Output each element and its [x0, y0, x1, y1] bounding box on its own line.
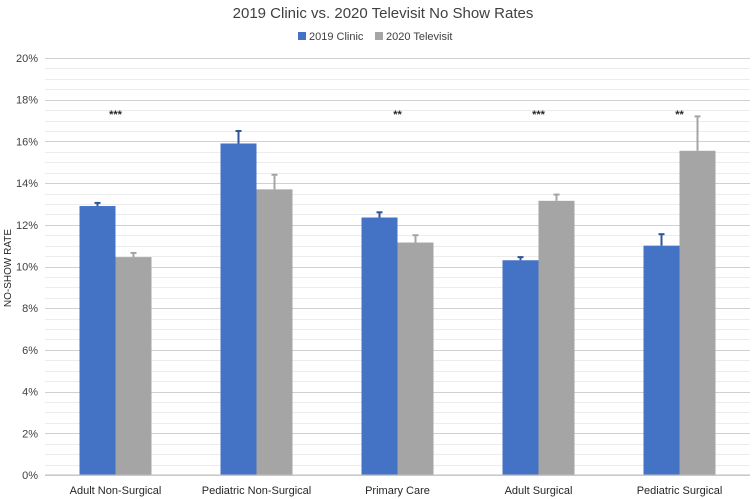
- y-tick-label: 16%: [16, 136, 38, 148]
- bar-2019-clinic: [643, 245, 680, 475]
- y-tick-label: 18%: [16, 95, 38, 107]
- y-tick-label: 0%: [22, 470, 38, 482]
- category-label: Primary Care: [365, 485, 430, 497]
- significance-mark: **: [393, 109, 402, 121]
- legend-swatch-2019-clinic: [298, 32, 306, 40]
- bar-2019-clinic: [79, 206, 116, 475]
- bar-2019-clinic: [361, 217, 398, 475]
- y-tick-label: 4%: [22, 387, 38, 399]
- category-labels: Adult Non-Surgical Pediatric Non-Surgical…: [70, 485, 723, 497]
- legend-label-2019-clinic: 2019 Clinic: [309, 31, 364, 43]
- significance-mark: ***: [532, 109, 546, 121]
- y-tick-label: 14%: [16, 178, 38, 190]
- category-label: Pediatric Surgical: [637, 485, 723, 497]
- bar-2020-televisit: [679, 150, 716, 475]
- y-tick-label: 12%: [16, 220, 38, 232]
- legend-label-2020-televisit: 2020 Televisit: [386, 31, 452, 43]
- y-axis-title: NO-SHOW RATE: [3, 229, 14, 307]
- y-tick-label: 2%: [22, 428, 38, 440]
- bar-2019-clinic: [220, 143, 257, 476]
- y-tick-label: 6%: [22, 345, 38, 357]
- category-label: Adult Non-Surgical: [70, 485, 162, 497]
- bar-2020-televisit: [538, 200, 575, 475]
- chart-title: 2019 Clinic vs. 2020 Televisit No Show R…: [233, 5, 534, 22]
- y-tick-label: 10%: [16, 262, 38, 274]
- category-label: Pediatric Non-Surgical: [202, 485, 311, 497]
- bar-2020-televisit: [256, 189, 293, 476]
- significance-mark: **: [675, 109, 684, 121]
- error-bars: [94, 115, 701, 261]
- y-tick-label: 20%: [16, 53, 38, 65]
- legend-swatch-2020-televisit: [375, 32, 383, 40]
- bar-2019-clinic: [502, 260, 539, 475]
- legend: 2019 Clinic 2020 Televisit: [298, 31, 452, 43]
- significance-marks: *** ** *** **: [109, 109, 684, 121]
- significance-mark: ***: [109, 109, 123, 121]
- bar-2020-televisit: [115, 257, 152, 475]
- y-tick-label: 8%: [22, 303, 38, 315]
- y-axis-ticks: 0% 2% 4% 6% 8% 10% 12% 14% 16% 18% 20%: [16, 53, 38, 482]
- bars: [79, 143, 716, 476]
- category-label: Adult Surgical: [505, 485, 573, 497]
- bar-2020-televisit: [397, 242, 434, 475]
